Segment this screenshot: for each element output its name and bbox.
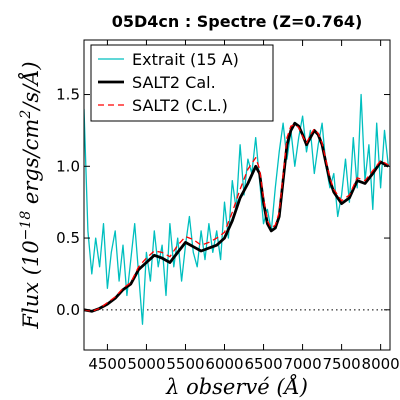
chart-title: 05D4cn : Spectre (Z=0.764) [112,12,363,31]
y-tick-label: 1.5 [56,86,80,104]
y-axis-label-part: ergs/cm [19,119,43,211]
legend: Extrait (15 A) SALT2 Cal. SALT2 (C.L.) [90,44,274,122]
plot-frame [83,39,391,351]
y-axis-label: Flux (10−18 ergs/cm2/s/Å) [18,61,43,329]
y-axis-label-part: /s/Å) [18,61,43,111]
x-tick-label: 5000 [127,355,165,373]
y-axis-label-exponent: −18 [18,211,34,241]
x-tick-label: 7000 [283,355,321,373]
series-layer [84,93,390,325]
legend-label-extrait: Extrait (15 A) [132,50,239,69]
x-tick-label: 7500 [323,355,361,373]
x-tick-label: 5500 [166,355,204,373]
y-tick-label: 0.0 [56,301,80,319]
series-salt2-cl-line [84,124,389,312]
y-tick-label: 0.5 [56,229,80,247]
x-tick-label: 4500 [88,355,126,373]
y-axis-label-exponent: 2 [18,110,34,120]
y-axis-label-part: Flux (10 [19,240,43,329]
legend-label-salt2-cal: SALT2 Cal. [132,73,216,92]
x-axis-label: λ observé (Å) [165,374,308,399]
y-tick-label: 1.0 [56,157,80,175]
x-tick-label: 6000 [205,355,243,373]
legend-label-salt2-cl: SALT2 (C.L.) [132,96,228,115]
x-tick-label: 6500 [244,355,282,373]
x-tick-label: 8000 [362,355,400,373]
ticks-layer: 4500 5000 5500 6000 6500 7000 7500 8000 0.0 0.5 1.… [56,40,400,373]
